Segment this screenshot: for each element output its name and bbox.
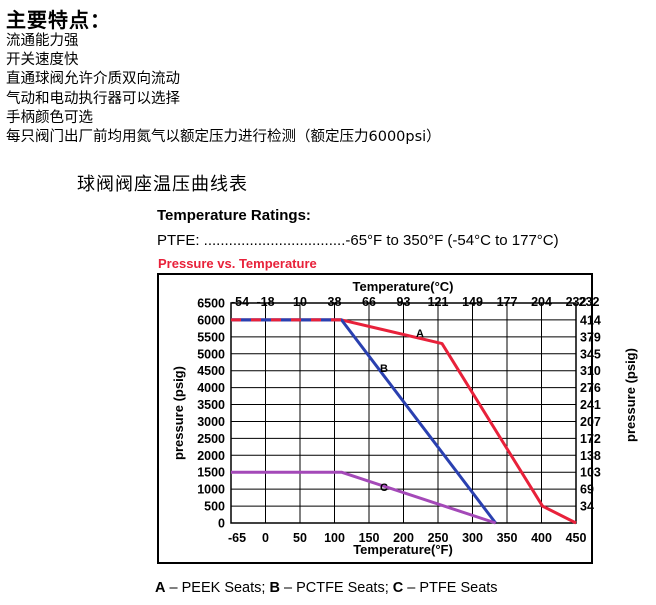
series-label-c: C [380, 482, 388, 494]
x2-tick-label: 93 [397, 295, 411, 309]
x-tick-label: -65 [228, 531, 246, 545]
y2-tick-label: 276 [580, 381, 601, 395]
y2-tick-label: 345 [580, 347, 601, 361]
legend-key-a: A [155, 580, 166, 596]
y2-tick-label: 172 [580, 432, 601, 446]
feature-list: 流通能力强 开关速度快 直通球阀允许介质双向流动 气动和电动执行器可以选择 手柄… [6, 32, 441, 147]
y-tick-label: 6500 [197, 297, 225, 311]
y-tick-label: 4500 [197, 364, 225, 378]
x2-tick-label: 10 [293, 295, 307, 309]
legend-text-b: – PCTFE Seats; [279, 580, 393, 596]
y2-tick-label: 207 [580, 415, 601, 429]
x-axis-label: Temperature(°F) [353, 542, 453, 557]
y2-tick-label: 103 [580, 466, 601, 480]
y2-tick-label: 310 [580, 364, 601, 378]
x-tick-label: 50 [293, 531, 307, 545]
y-tick-label: 5000 [197, 347, 225, 361]
series-label-b: B [380, 363, 388, 375]
x-tick-label: 100 [324, 531, 345, 545]
feature-item: 手柄颜色可选 [6, 109, 93, 126]
legend-note: A – PEEK Seats; B – PCTFE Seats; C – PTF… [155, 580, 498, 596]
series-label-a: A [416, 328, 424, 340]
feature-item: 气动和电动执行器可以选择 [6, 90, 180, 107]
y-tick-label: 3000 [197, 415, 225, 429]
x-tick-label: 200 [393, 531, 414, 545]
y2-tick-label: 138 [580, 449, 601, 463]
y2-axis-label: pressure (psig) [623, 348, 638, 442]
x2-tick-label: -54 [231, 295, 249, 309]
x2-tick-label: 66 [362, 295, 376, 309]
y-tick-label: 4000 [197, 381, 225, 395]
y-tick-label: 2000 [197, 449, 225, 463]
section-title: 球阀阀座温压曲线表 [77, 174, 248, 195]
x-tick-label: 450 [566, 531, 587, 545]
plot-area-border [230, 302, 577, 524]
y2-top-label: 232 [579, 295, 600, 309]
x-tick-label: 400 [531, 531, 552, 545]
x2-tick-label: 149 [462, 295, 483, 309]
y-tick-label: 500 [204, 500, 225, 514]
x-tick-label: 0 [262, 531, 269, 545]
y-tick-label: 1500 [197, 466, 225, 480]
y2-tick-label: 414 [580, 313, 601, 327]
chart-title: Pressure vs. Temperature [158, 256, 317, 271]
y-tick-label: 1000 [197, 483, 225, 497]
y-tick-label: 2500 [197, 432, 225, 446]
y-tick-label: 5500 [197, 330, 225, 344]
x2-tick-label: 38 [328, 295, 342, 309]
chart-frame [157, 273, 593, 564]
x-tick-label: 350 [497, 531, 518, 545]
x2-axis-label: Temperature(°C) [352, 279, 453, 294]
legend-key-b: B [269, 580, 280, 596]
legend-key-c: C [392, 580, 404, 596]
x-tick-label: 150 [359, 531, 380, 545]
x-tick-label: 250 [428, 531, 449, 545]
page-heading: 主要特点： [6, 8, 111, 32]
y2-tick-label: 379 [580, 330, 601, 344]
y-tick-label: 6000 [197, 313, 225, 327]
series-line-c [231, 470, 497, 525]
x2-tick-label: 121 [428, 295, 449, 309]
y2-tick-label: 241 [580, 398, 601, 412]
x2-tick-label: -18 [256, 295, 274, 309]
feature-item: 流通能力强 [6, 33, 79, 49]
legend-text-a: – PEEK Seats; [165, 580, 270, 596]
y-tick-label: 0 [218, 517, 225, 531]
y-tick-label: 3500 [197, 398, 225, 412]
x2-tick-label: 177 [497, 295, 518, 309]
x2-tick-label: 204 [531, 295, 552, 309]
ptfe-rating: PTFE: ..................................… [157, 232, 559, 249]
feature-item: 直通球阀允许介质双向流动 [6, 71, 180, 88]
x2-tick-label: 232 [566, 295, 587, 309]
y2-tick-label: 34 [580, 500, 594, 514]
y-axis-label: pressure (psig) [171, 366, 186, 460]
feature-item: 开关速度快 [6, 52, 79, 69]
ratings-title: Temperature Ratings: [157, 207, 311, 224]
feature-item: 每只阀门出厂前均用氮气以额定压力进行检测（额定压力6000psi） [6, 129, 441, 146]
legend-text-c: – PTFE Seats [403, 580, 498, 596]
y2-tick-label: 69 [580, 483, 594, 497]
x-tick-label: 300 [462, 531, 483, 545]
